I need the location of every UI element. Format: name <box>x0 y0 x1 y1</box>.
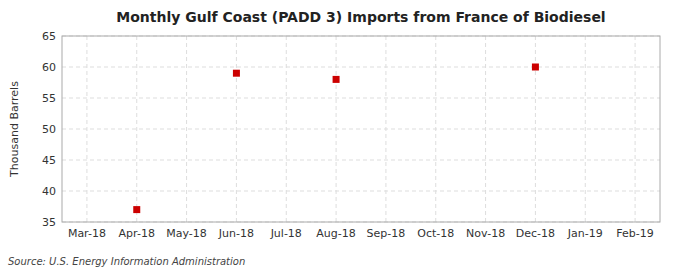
y-tick-label: 45 <box>42 154 56 167</box>
x-tick-label: Feb-19 <box>616 227 653 240</box>
y-tick-label: 60 <box>42 61 56 74</box>
grid-line-y <box>62 160 660 161</box>
grid-line-x <box>236 36 237 222</box>
x-tick-label: Sep-18 <box>367 227 406 240</box>
point <box>333 76 340 83</box>
plot-frame <box>62 36 660 222</box>
y-tick-label: 55 <box>42 92 56 105</box>
grid-line-x <box>336 36 337 222</box>
x-tick-label: May-18 <box>166 227 207 240</box>
x-tick-label: Aug-18 <box>316 227 355 240</box>
y-tick-label: 40 <box>42 185 56 198</box>
point <box>532 64 539 71</box>
grid-line-x <box>86 36 87 222</box>
grid-line-x <box>136 36 137 222</box>
grid-line-x <box>435 36 436 222</box>
grid <box>62 36 660 222</box>
grid-line-y <box>62 67 660 68</box>
x-tick-label: Jun-18 <box>218 227 254 240</box>
x-tick-label: Dec-18 <box>516 227 555 240</box>
grid-line-x <box>635 36 636 222</box>
y-tick-label: 65 <box>42 30 56 43</box>
grid-line-x <box>585 36 586 222</box>
y-tick-label: 50 <box>42 123 56 136</box>
grid-line-x <box>286 36 287 222</box>
title: Monthly Gulf Coast (PADD 3) Imports from… <box>116 9 605 25</box>
grid-line-x <box>186 36 187 222</box>
grid-line-y <box>62 98 660 99</box>
points <box>133 64 539 214</box>
grid-line-x <box>385 36 386 222</box>
x-tick-label: Jan-19 <box>567 227 603 240</box>
y-axis-label: Thousand Barrels <box>8 81 21 178</box>
x-tick-label: Oct-18 <box>417 227 454 240</box>
grid-line-y <box>62 129 660 130</box>
grid-line-y <box>62 191 660 192</box>
point <box>233 70 240 77</box>
x-tick-label: Jul-18 <box>270 227 302 240</box>
source: Source: U.S. Energy Information Administ… <box>8 256 245 267</box>
chart: 35 40 45 50 55 60 65 Mar-18 Apr-18 May-18 Jun-18 Ju… <box>0 0 675 275</box>
x-tick-label: Apr-18 <box>119 227 155 240</box>
grid-line-x <box>485 36 486 222</box>
point <box>133 206 140 213</box>
y-tick-label: 35 <box>42 216 56 229</box>
x-tick-label: Nov-18 <box>466 227 505 240</box>
x-tick-label: Mar-18 <box>68 227 106 240</box>
